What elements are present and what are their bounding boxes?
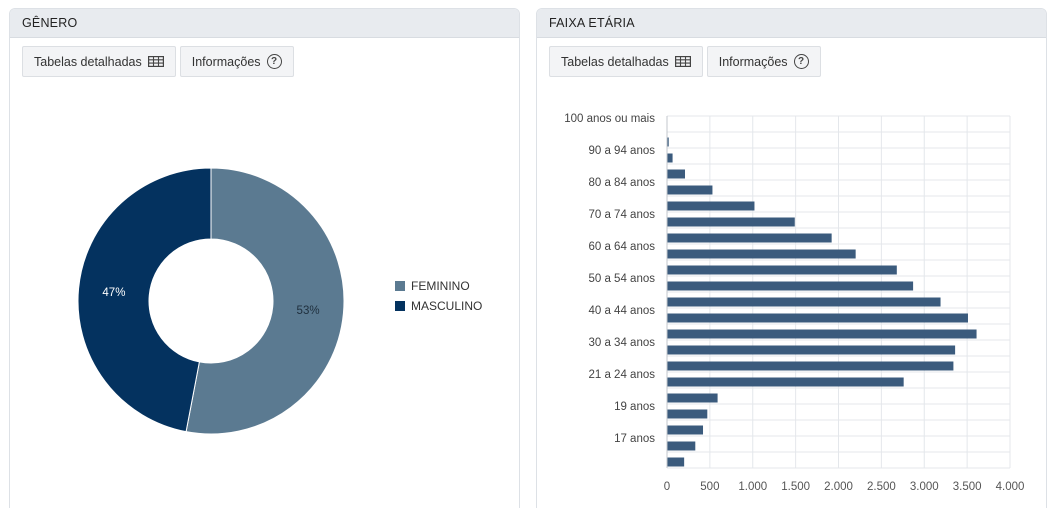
x-tick-label: 2.000	[824, 481, 853, 493]
bar-16[interactable]	[667, 361, 954, 371]
x-tick-label: 3.000	[910, 481, 939, 493]
question-circle-icon: ?	[793, 54, 809, 69]
legend-item-feminino[interactable]: FEMININO	[395, 276, 482, 296]
bar-10[interactable]	[667, 265, 897, 275]
gender-info-button[interactable]: Informações ?	[179, 46, 294, 77]
x-tick-label: 1.500	[781, 481, 810, 493]
legend-swatch-feminino	[395, 281, 405, 291]
donut-label-feminino: 53%	[297, 305, 320, 317]
gender-info-label: Informações	[191, 54, 261, 69]
y-tick-label: 50 a 54 anos	[588, 273, 655, 285]
y-tick-label: 60 a 64 anos	[588, 241, 655, 253]
bar-17[interactable]	[667, 377, 904, 387]
age-toolbar: Tabelas detalhadas Informações ?	[537, 38, 1046, 77]
bar-4[interactable]	[667, 169, 686, 179]
bar-2[interactable]	[667, 137, 669, 147]
y-tick-label: 30 a 34 anos	[588, 337, 655, 349]
legend-item-masculino[interactable]: MASCULINO	[395, 296, 482, 316]
bar-11[interactable]	[667, 281, 914, 291]
x-tick-label: 4.000	[996, 481, 1025, 493]
donut-label-masculino: 47%	[102, 287, 125, 299]
x-tick-label: 500	[700, 481, 719, 493]
bar-14[interactable]	[667, 329, 977, 339]
legend-label-feminino: FEMININO	[411, 279, 470, 293]
x-tick-label: 3.500	[953, 481, 982, 493]
y-tick-label: 40 a 44 anos	[588, 305, 655, 317]
age-info-button[interactable]: Informações ?	[706, 46, 821, 77]
bar-15[interactable]	[667, 345, 956, 355]
donut-slice-feminino[interactable]	[185, 167, 345, 435]
y-tick-label: 21 a 24 anos	[588, 369, 655, 381]
gender-detailed-tables-button[interactable]: Tabelas detalhadas	[22, 46, 176, 77]
age-detailed-tables-button[interactable]: Tabelas detalhadas	[549, 46, 703, 77]
bar-5[interactable]	[667, 185, 713, 195]
table-grid-icon	[147, 56, 164, 67]
bar-9[interactable]	[667, 249, 856, 259]
bar-20[interactable]	[667, 425, 704, 435]
age-panel-title: FAIXA ETÁRIA	[537, 9, 1046, 38]
bar-12[interactable]	[667, 297, 941, 307]
bar-7[interactable]	[667, 217, 795, 227]
x-tick-label: 0	[664, 481, 670, 493]
gender-toolbar: Tabelas detalhadas Informações ?	[10, 38, 519, 77]
x-tick-label: 2.500	[867, 481, 896, 493]
bar-19[interactable]	[667, 409, 708, 419]
gender-panel-title: GÊNERO	[10, 9, 519, 38]
bar-21[interactable]	[667, 441, 696, 451]
bar-6[interactable]	[667, 201, 755, 211]
gender-legend: FEMININO MASCULINO	[395, 276, 482, 316]
donut-slice-masculino[interactable]	[77, 167, 212, 433]
x-tick-label: 1.000	[738, 481, 767, 493]
legend-label-masculino: MASCULINO	[411, 299, 483, 313]
y-tick-label: 17 anos	[614, 433, 655, 445]
gender-detailed-tables-label: Tabelas detalhadas	[34, 54, 142, 69]
y-tick-label: 100 anos ou mais	[564, 113, 655, 125]
question-circle-icon: ?	[266, 54, 282, 69]
y-tick-label: 80 a 84 anos	[588, 177, 655, 189]
y-tick-label: 70 a 74 anos	[588, 209, 655, 221]
y-tick-label: 19 anos	[614, 401, 655, 413]
legend-swatch-masculino	[395, 301, 405, 311]
bar-8[interactable]	[667, 233, 832, 243]
bar-3[interactable]	[667, 153, 673, 163]
age-info-label: Informações	[718, 54, 788, 69]
y-tick-label: 90 a 94 anos	[588, 145, 655, 157]
bar-13[interactable]	[667, 313, 968, 323]
table-grid-icon	[674, 56, 691, 67]
bar-18[interactable]	[667, 393, 718, 403]
bar-22[interactable]	[667, 457, 685, 467]
age-detailed-tables-label: Tabelas detalhadas	[561, 54, 669, 69]
